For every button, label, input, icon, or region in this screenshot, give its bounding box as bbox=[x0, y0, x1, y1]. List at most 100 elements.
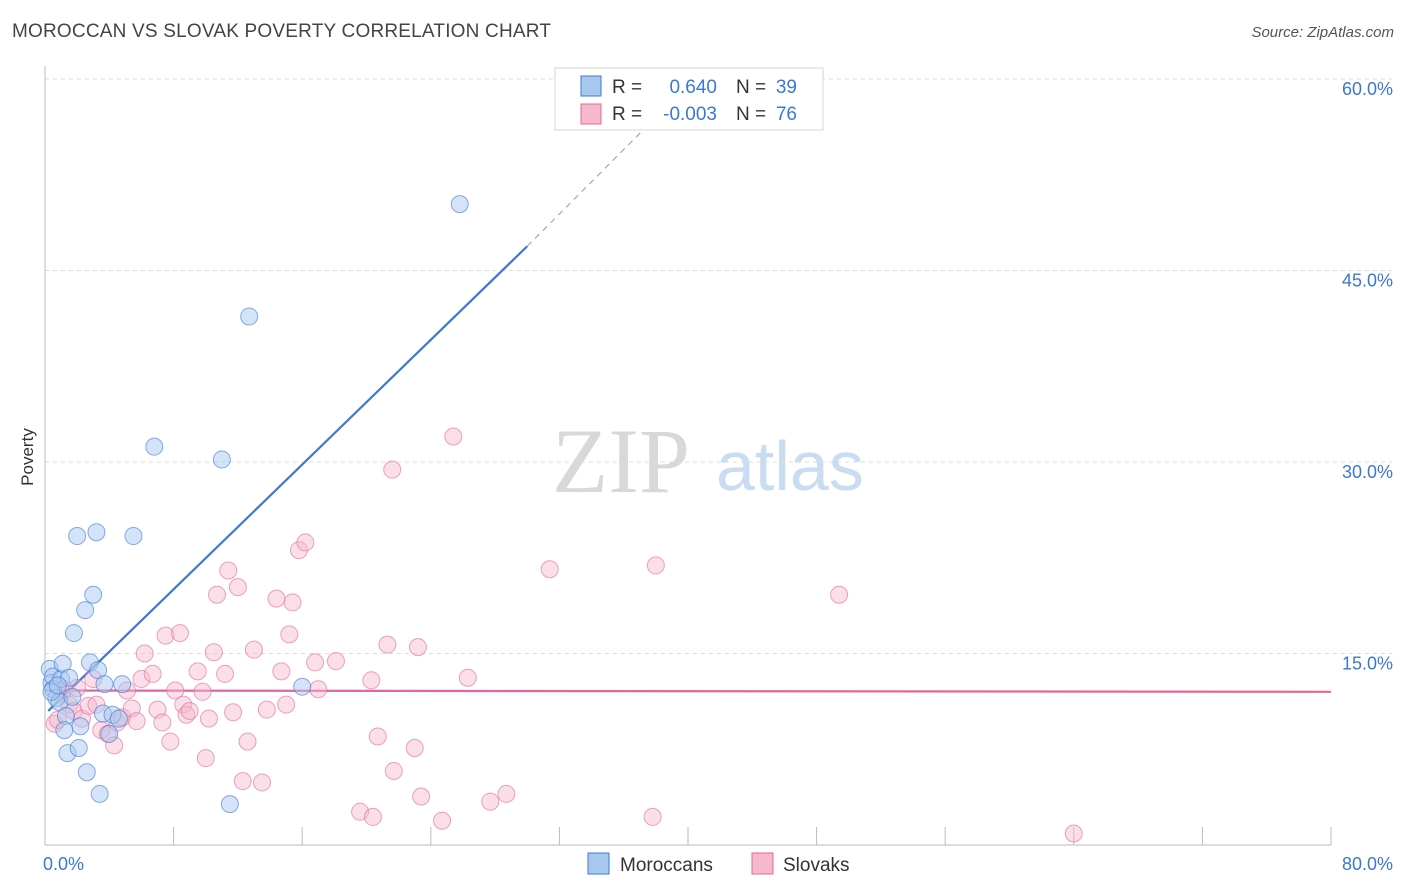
point-slovaks bbox=[408, 638, 427, 657]
series-legend: Moroccans Slovaks bbox=[587, 852, 850, 876]
point-moroccans bbox=[69, 738, 88, 757]
y-axis-label: Poverty bbox=[18, 428, 37, 486]
series-moroccans bbox=[40, 195, 469, 814]
trend-line-slovaks bbox=[44, 689, 1332, 693]
x-tick-label: 80.0% bbox=[1342, 854, 1393, 874]
point-slovaks bbox=[180, 701, 199, 720]
x-tick-label: 0.0% bbox=[43, 854, 84, 874]
point-slovaks bbox=[412, 787, 431, 806]
legend-swatch-slovaks bbox=[580, 103, 602, 125]
legend-n-label-2: N = bbox=[736, 104, 766, 125]
point-slovaks bbox=[368, 727, 387, 746]
point-slovaks bbox=[830, 585, 849, 604]
point-slovaks bbox=[238, 732, 257, 751]
point-moroccans bbox=[71, 717, 90, 736]
point-moroccans bbox=[100, 724, 119, 743]
point-slovaks bbox=[228, 578, 247, 597]
point-slovaks bbox=[384, 761, 403, 780]
point-moroccans bbox=[145, 437, 164, 456]
y-tick-label: 45.0% bbox=[1342, 271, 1393, 291]
point-moroccans bbox=[76, 601, 95, 620]
legend-r-label-2: R = bbox=[612, 104, 642, 125]
point-slovaks bbox=[174, 695, 193, 714]
point-slovaks bbox=[362, 671, 381, 690]
point-slovaks bbox=[224, 703, 243, 722]
point-slovaks bbox=[433, 811, 452, 830]
point-moroccans bbox=[450, 195, 469, 214]
point-moroccans bbox=[77, 763, 96, 782]
axes bbox=[44, 66, 1332, 846]
point-moroccans bbox=[63, 687, 82, 706]
point-slovaks bbox=[481, 792, 500, 811]
point-slovaks bbox=[127, 712, 146, 731]
point-moroccans bbox=[90, 784, 109, 803]
trend-solid-moroccans bbox=[47, 245, 529, 712]
point-slovaks bbox=[309, 680, 328, 699]
point-slovaks bbox=[306, 653, 325, 672]
point-slovaks bbox=[233, 772, 252, 791]
point-slovaks bbox=[253, 773, 272, 792]
y-tick-label: 60.0% bbox=[1342, 79, 1393, 99]
source-label: Source: ZipAtlas.com bbox=[1251, 24, 1394, 41]
trend-solid-slovaks bbox=[44, 689, 1332, 693]
point-slovaks bbox=[277, 695, 296, 714]
point-moroccans bbox=[55, 721, 74, 740]
tick-labels: 15.0% 30.0% 45.0% 60.0% 0.0% 80.0% bbox=[43, 79, 1393, 874]
stats-legend: R = 0.640 N = 39 R = -0.003 N = 76 bbox=[554, 67, 824, 131]
point-slovaks bbox=[363, 807, 382, 826]
point-moroccans bbox=[220, 795, 239, 814]
legend-r-label-1: R = bbox=[612, 77, 642, 98]
point-slovaks bbox=[257, 700, 276, 719]
point-slovaks bbox=[383, 460, 402, 479]
watermark-zip: ZIP bbox=[552, 410, 690, 512]
point-slovaks bbox=[208, 585, 227, 604]
point-slovaks bbox=[199, 709, 218, 728]
point-slovaks bbox=[188, 662, 207, 681]
gridlines bbox=[45, 78, 1392, 654]
point-slovaks bbox=[1064, 824, 1083, 843]
point-slovaks bbox=[643, 807, 662, 826]
point-slovaks bbox=[405, 738, 424, 757]
legend-swatch-moroccans bbox=[580, 75, 602, 97]
point-slovaks bbox=[326, 652, 345, 671]
point-slovaks bbox=[135, 644, 154, 663]
point-moroccans bbox=[48, 676, 67, 695]
bottom-legend-moroccans: Moroccans bbox=[620, 855, 713, 876]
point-slovaks bbox=[161, 732, 180, 751]
point-slovaks bbox=[283, 593, 302, 612]
point-slovaks bbox=[156, 626, 175, 645]
point-moroccans bbox=[293, 677, 312, 696]
point-slovaks bbox=[193, 682, 212, 701]
bottom-legend-swatch-slovaks bbox=[751, 852, 774, 875]
point-slovaks bbox=[458, 668, 477, 687]
point-slovaks bbox=[171, 624, 190, 643]
point-slovaks bbox=[132, 670, 151, 689]
legend-n-value-1: 39 bbox=[776, 77, 797, 98]
point-slovaks bbox=[444, 427, 463, 446]
point-slovaks bbox=[219, 561, 238, 580]
point-moroccans bbox=[124, 527, 143, 546]
point-slovaks bbox=[289, 541, 308, 560]
point-moroccans bbox=[95, 675, 114, 694]
trend-dashed-moroccans bbox=[526, 116, 657, 247]
legend-r-value-2: -0.003 bbox=[663, 104, 717, 125]
legend-r-value-1: 0.640 bbox=[669, 77, 717, 98]
point-slovaks bbox=[646, 556, 665, 575]
point-slovaks bbox=[204, 643, 223, 662]
point-slovaks bbox=[143, 664, 162, 683]
point-slovaks bbox=[497, 784, 516, 803]
point-moroccans bbox=[87, 523, 106, 542]
point-moroccans bbox=[240, 307, 259, 326]
legend-n-label-1: N = bbox=[736, 77, 766, 98]
watermark-atlas: atlas bbox=[716, 427, 864, 505]
legend-n-value-2: 76 bbox=[776, 104, 797, 125]
point-slovaks bbox=[378, 635, 397, 654]
point-moroccans bbox=[64, 624, 83, 643]
point-slovaks bbox=[267, 589, 286, 608]
point-slovaks bbox=[196, 749, 215, 768]
point-slovaks bbox=[244, 640, 263, 659]
point-moroccans bbox=[109, 709, 128, 728]
point-moroccans bbox=[68, 527, 87, 546]
point-moroccans bbox=[84, 585, 103, 604]
